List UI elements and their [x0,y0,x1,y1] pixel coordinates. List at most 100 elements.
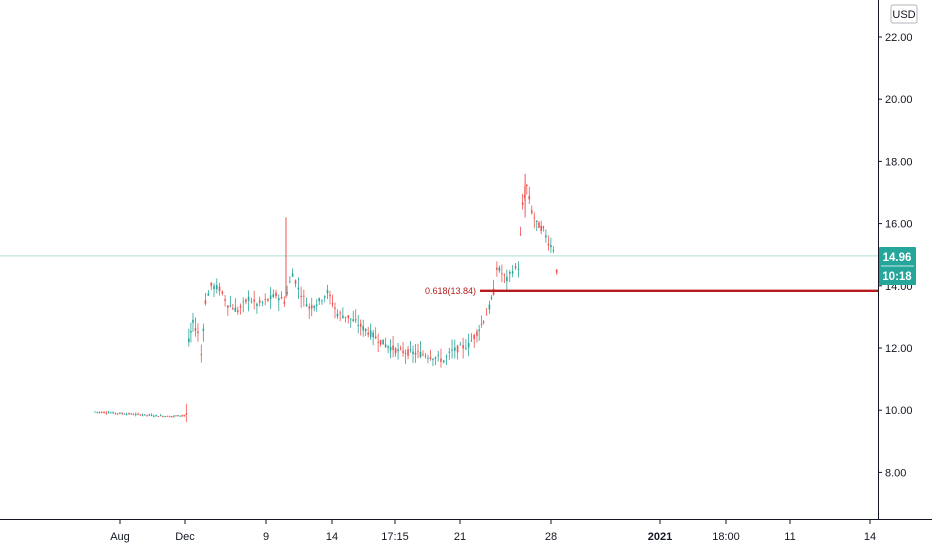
candle-body [509,272,511,274]
time-axis-tick-label: 28 [545,531,557,543]
candle-body [205,300,207,303]
candle-body [425,356,427,357]
candle-body [160,415,162,416]
candle-body [454,348,456,351]
candle-body [251,301,253,302]
candle-body [321,301,323,302]
candle-body [377,342,379,343]
candle-body [536,221,538,222]
candle-body [142,415,144,416]
candle-body [342,316,344,318]
candle-body [543,227,545,228]
candle-body [300,296,302,297]
candle-body [397,349,399,351]
candle-body [256,304,258,306]
candle-body [135,414,137,415]
time-axis-tick-label: 11 [784,531,795,543]
candle-body [295,280,297,284]
candle-body [545,235,547,237]
candle-body [395,348,397,353]
candle-body [149,415,151,416]
candle-body [504,274,506,275]
candle-body [316,305,318,306]
candle-body [556,269,558,272]
candle-body [520,234,522,235]
candle-body [103,412,105,413]
candle-body [390,347,392,351]
candle-body [417,351,419,352]
candle-body [339,313,341,314]
candle-body [144,414,146,415]
candle-body [476,331,478,336]
candle-body [267,299,269,301]
candle-body [443,361,445,363]
candle-body [133,414,135,415]
candle-body [126,414,128,415]
candle-body [124,414,126,415]
candle-body [360,324,362,327]
candle-body [262,302,264,303]
candle-body [284,302,286,304]
price-axis-tick-label: 18.00 [885,156,913,168]
candle-body [281,297,283,298]
candle-body [151,415,153,416]
plot-area[interactable] [94,174,557,422]
currency-badge[interactable]: USD [891,5,917,23]
candle-body [350,318,352,319]
candle-body [506,277,508,281]
candle-body [375,337,377,339]
candle-body [370,330,372,337]
candle-body [334,308,336,309]
candle-body [518,269,520,270]
time-axis-tick-label: Aug [110,531,130,543]
candle-body [173,416,175,417]
time-axis[interactable]: Aug Dec 9 14 17:15 21 28 2021 18:00 11 14 [110,520,876,543]
candle-body [190,331,192,332]
candle-body [522,203,524,205]
candle-body [275,292,277,296]
candle-body [210,283,212,286]
last-price-tag[interactable]: 14.96 10:18 [879,247,916,285]
candle-body [306,304,308,306]
candle-body [491,297,493,298]
candle-body [460,345,462,346]
candle-body [357,325,359,326]
candle-body [538,222,540,227]
candle-body [553,250,555,251]
time-axis-tick-label: 2021 [648,531,672,543]
candle-body [208,293,210,295]
candle-body [227,306,229,308]
candle-body [400,348,402,349]
candle-body [410,349,412,350]
candle-body [235,308,237,312]
candle-body [499,267,501,270]
candle-body [192,320,194,323]
candle-body [186,414,188,415]
candle-body [362,326,364,330]
candle-body [273,294,275,297]
candle-body [483,321,485,322]
candle-body [224,299,226,301]
candle-body [278,298,280,300]
candle-body [526,185,528,186]
candle-body [531,210,533,213]
candle-body [318,298,320,301]
candle-body [457,346,459,353]
candle-body [327,290,329,293]
candle-body [448,352,450,353]
candle-body [355,319,357,320]
candle-body [382,340,384,345]
candle-body [259,300,261,302]
time-axis-tick-label: 21 [454,531,466,543]
candle-body [365,329,367,331]
candle-body [232,308,234,309]
candle-body [303,296,305,297]
candle-body [139,415,141,416]
candle-body [96,412,98,413]
candle-body [106,413,108,414]
candle-body [385,344,387,346]
candle-body [117,413,119,414]
time-axis-tick-label: 14 [864,531,876,543]
